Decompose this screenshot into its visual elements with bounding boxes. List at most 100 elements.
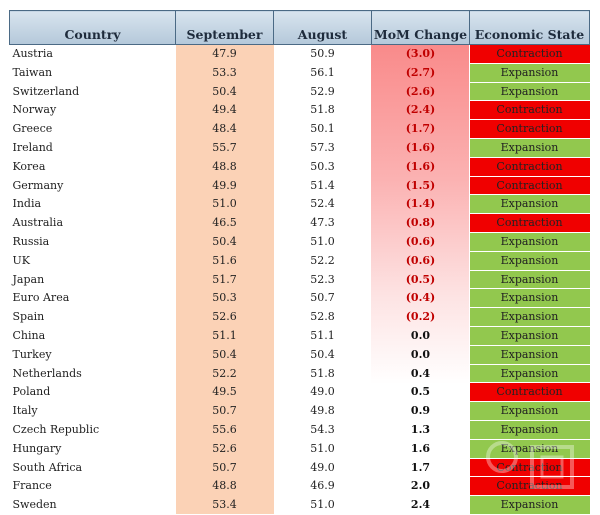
country-cell: France bbox=[12, 479, 52, 493]
table-row: Switzerland 50.4 52.9 (2.6) Expansion bbox=[10, 82, 590, 102]
economic-state-cell: Expansion bbox=[469, 345, 590, 365]
august-cell: 47.3 bbox=[310, 216, 335, 230]
economic-state-cell: Expansion bbox=[469, 401, 590, 421]
august-cell: 54.3 bbox=[310, 422, 335, 436]
august-cell: 52.8 bbox=[310, 310, 335, 324]
august-cell: 51.4 bbox=[310, 178, 335, 192]
table-row: Austria 47.9 50.9 (3.0) Contraction bbox=[10, 44, 590, 64]
august-cell: 50.7 bbox=[310, 291, 335, 305]
table-body: Austria 47.9 50.9 (3.0) Contraction Taiwan 53.… bbox=[10, 44, 590, 515]
september-cell: 46.5 bbox=[175, 213, 274, 233]
table-row: Czech Republic 55.6 54.3 1.3 Expansion bbox=[10, 420, 590, 440]
country-cell: Korea bbox=[12, 159, 46, 173]
august-cell: 57.3 bbox=[310, 140, 335, 154]
country-cell: Poland bbox=[12, 385, 51, 399]
mom-gradient-background bbox=[371, 43, 469, 498]
country-cell: Russia bbox=[12, 234, 50, 248]
country-cell: Germany bbox=[12, 178, 64, 192]
mom-change-cell: (0.2) bbox=[405, 310, 436, 324]
economic-state-cell: Contraction bbox=[469, 100, 590, 121]
mom-change-cell: (0.6) bbox=[405, 253, 436, 267]
mom-change-cell: 1.7 bbox=[410, 460, 431, 474]
economic-state-cell: Contraction bbox=[469, 44, 590, 64]
september-cell: 48.4 bbox=[175, 119, 274, 139]
mom-change-cell: (1.6) bbox=[405, 140, 436, 154]
september-cell: 53.3 bbox=[175, 63, 274, 83]
september-cell: 51.0 bbox=[175, 194, 274, 214]
table-row: China 51.1 51.1 0.0 Expansion bbox=[10, 326, 590, 346]
table-row: Turkey 50.4 50.4 0.0 Expansion bbox=[10, 345, 590, 365]
economic-state-cell: Expansion bbox=[469, 495, 590, 515]
pmi-table: Country September August MoM Change Econ… bbox=[9, 10, 590, 515]
august-cell: 51.1 bbox=[310, 328, 335, 342]
mom-change-cell: (0.5) bbox=[405, 272, 436, 286]
mom-change-cell: 0.5 bbox=[410, 385, 431, 399]
mom-change-cell: 0.9 bbox=[410, 404, 431, 418]
table-row: Italy 50.7 49.8 0.9 Expansion bbox=[10, 401, 590, 421]
country-cell: Australia bbox=[12, 216, 64, 230]
table-row: Euro Area 50.3 50.7 (0.4) Expansion bbox=[10, 288, 590, 309]
table-row: Netherlands 52.2 51.8 0.4 Expansion bbox=[10, 364, 590, 384]
country-cell: Netherlands bbox=[12, 366, 82, 380]
september-cell: 49.4 bbox=[175, 100, 274, 120]
header-mom-change[interactable]: MoM Change bbox=[371, 10, 470, 45]
august-cell: 51.8 bbox=[310, 366, 335, 380]
mom-change-cell: (2.6) bbox=[405, 84, 436, 98]
table-row: India 51.0 52.4 (1.4) Expansion bbox=[10, 194, 590, 215]
august-cell: 52.2 bbox=[310, 253, 335, 267]
august-cell: 50.1 bbox=[310, 122, 335, 136]
september-cell: 53.4 bbox=[175, 495, 274, 515]
header-row: Country September August MoM Change Econ… bbox=[9, 10, 590, 45]
september-cell: 55.7 bbox=[175, 138, 274, 158]
mom-change-cell: 2.0 bbox=[410, 479, 431, 493]
country-cell: Taiwan bbox=[12, 65, 53, 79]
economic-state-cell: Expansion bbox=[469, 270, 590, 290]
header-september[interactable]: September bbox=[175, 10, 274, 45]
economic-state-cell: Expansion bbox=[469, 420, 590, 440]
september-cell: 49.9 bbox=[175, 176, 274, 195]
mom-change-cell: (0.8) bbox=[405, 216, 436, 230]
table-row: Japan 51.7 52.3 (0.5) Expansion bbox=[10, 270, 590, 290]
economic-state-cell: Expansion bbox=[469, 326, 590, 346]
august-cell: 51.0 bbox=[310, 441, 335, 455]
august-cell: 49.0 bbox=[310, 385, 335, 399]
september-cell: 55.6 bbox=[175, 420, 274, 440]
august-cell: 52.3 bbox=[310, 272, 335, 286]
august-cell: 50.3 bbox=[310, 159, 335, 173]
economic-state-cell: Expansion bbox=[469, 82, 590, 102]
mom-change-cell: 1.6 bbox=[410, 441, 431, 455]
country-cell: Turkey bbox=[12, 347, 52, 361]
economic-state-cell: Expansion bbox=[469, 288, 590, 309]
table-row: Korea 48.8 50.3 (1.6) Contraction bbox=[10, 157, 590, 177]
economic-state-cell: Contraction bbox=[469, 176, 590, 196]
mom-change-cell: (3.0) bbox=[405, 47, 436, 61]
header-country[interactable]: Country bbox=[9, 10, 176, 45]
country-cell: UK bbox=[12, 253, 31, 267]
table-row: Australia 46.5 47.3 (0.8) Contraction bbox=[10, 213, 590, 233]
economic-state-cell: Expansion bbox=[469, 307, 590, 327]
september-cell: 51.6 bbox=[175, 251, 274, 271]
country-cell: South Africa bbox=[12, 460, 83, 474]
economic-state-cell: Contraction bbox=[469, 213, 590, 233]
september-cell: 47.9 bbox=[175, 44, 274, 64]
august-cell: 51.0 bbox=[310, 498, 335, 512]
mom-change-cell: (0.6) bbox=[405, 234, 436, 248]
economic-state-cell: Expansion bbox=[469, 194, 590, 215]
mom-change-cell: 0.0 bbox=[410, 347, 431, 361]
september-cell: 50.4 bbox=[175, 345, 274, 365]
table-row: Germany 49.9 51.4 (1.5) Contraction bbox=[10, 176, 590, 196]
august-cell: 49.8 bbox=[310, 404, 335, 418]
economic-state-cell: Expansion bbox=[469, 63, 590, 83]
economic-state-cell: Contraction bbox=[469, 458, 590, 478]
september-cell: 50.7 bbox=[175, 458, 274, 477]
country-cell: Norway bbox=[12, 103, 57, 117]
table-row: Russia 50.4 51.0 (0.6) Expansion bbox=[10, 232, 590, 252]
header-economic-state[interactable]: Economic State bbox=[469, 10, 590, 45]
header-august[interactable]: August bbox=[273, 10, 372, 45]
table-row: Norway 49.4 51.8 (2.4) Contraction bbox=[10, 100, 590, 121]
table-row: Poland 49.5 49.0 0.5 Contraction bbox=[10, 382, 590, 403]
country-cell: Japan bbox=[12, 272, 45, 286]
mom-change-cell: (0.4) bbox=[405, 291, 436, 305]
august-cell: 52.4 bbox=[310, 197, 335, 211]
mom-change-cell: (1.6) bbox=[405, 159, 436, 173]
